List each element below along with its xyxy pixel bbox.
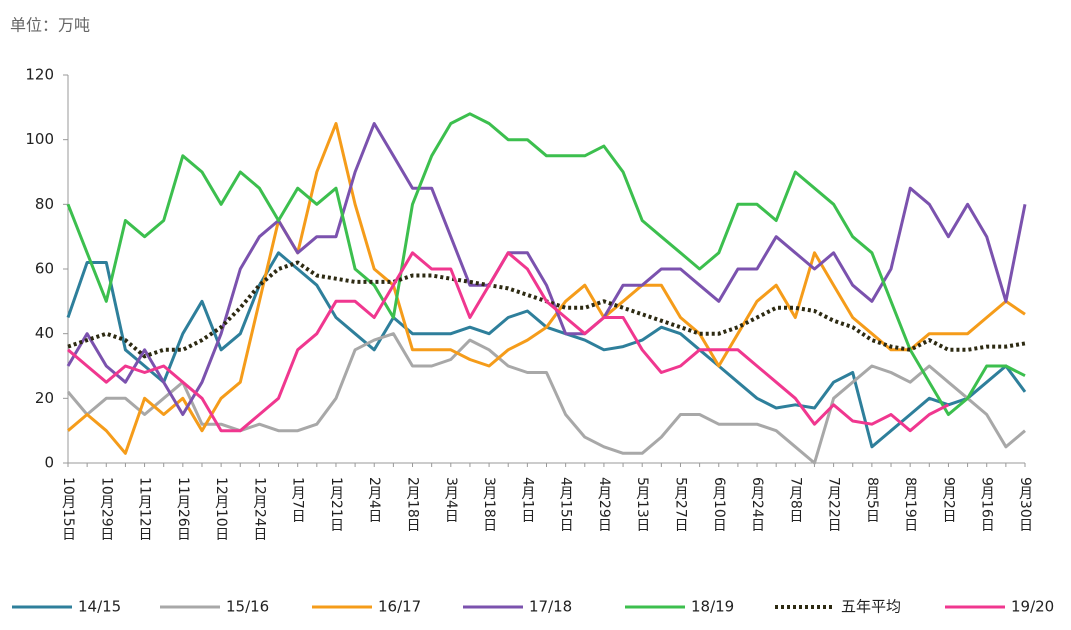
legend-label: 18/19	[691, 598, 734, 616]
x-tick-label: 10月29日	[98, 477, 114, 541]
unit-label: 单位：万吨	[10, 16, 90, 35]
y-tick-label: 100	[25, 130, 54, 148]
x-tick-label: 4月1日	[519, 477, 535, 523]
y-tick-label: 60	[35, 260, 54, 278]
x-tick-label: 4月15日	[558, 477, 574, 532]
series-line	[66, 112, 1026, 416]
legend-label: 14/15	[78, 598, 121, 616]
x-tick-label: 7月22日	[826, 477, 842, 532]
legend-label: 15/16	[226, 598, 269, 616]
x-tick-label: 9月16日	[979, 477, 995, 532]
x-tick-label: 8月5日	[864, 477, 880, 523]
series-line	[67, 251, 950, 433]
x-tick-label: 9月2日	[940, 477, 956, 523]
x-tick-label: 8月19日	[902, 477, 918, 532]
legend-label: 17/18	[529, 598, 572, 616]
legend-label: 五年平均	[841, 598, 901, 616]
y-tick-label: 0	[44, 454, 54, 472]
x-tick-label: 6月10日	[711, 477, 727, 532]
y-tick-label: 120	[25, 66, 54, 84]
y-tick-label: 80	[35, 195, 54, 213]
x-tick-label: 3月18日	[481, 477, 497, 532]
x-tick-label: 7月8日	[787, 477, 803, 523]
x-tick-label: 11月26日	[175, 477, 191, 541]
legend-label: 16/17	[378, 598, 421, 616]
x-tick-label: 5月13日	[634, 477, 650, 532]
x-tick-label: 1月7日	[290, 477, 306, 523]
x-tick-label: 9月30日	[1017, 477, 1033, 532]
x-tick-label: 3月4日	[443, 477, 459, 523]
x-tick-label: 4月29日	[596, 477, 612, 532]
y-tick-label: 20	[35, 389, 54, 407]
series-line	[66, 122, 1027, 416]
series-line	[66, 332, 1026, 465]
x-tick-label: 1月21日	[328, 477, 344, 532]
x-tick-label: 10月15日	[60, 477, 76, 541]
x-tick-label: 5月27日	[672, 477, 688, 532]
x-tick-label: 11月12日	[137, 477, 153, 541]
x-tick-label: 12月10日	[213, 477, 229, 541]
x-tick-label: 12月24日	[251, 477, 267, 541]
x-tick-label: 2月4日	[366, 477, 382, 523]
series-line	[67, 122, 1026, 455]
x-tick-label: 6月24日	[749, 477, 765, 532]
legend-label: 19/20	[1011, 598, 1054, 616]
y-tick-label: 40	[35, 324, 54, 342]
x-tick-label: 2月18日	[405, 477, 421, 532]
